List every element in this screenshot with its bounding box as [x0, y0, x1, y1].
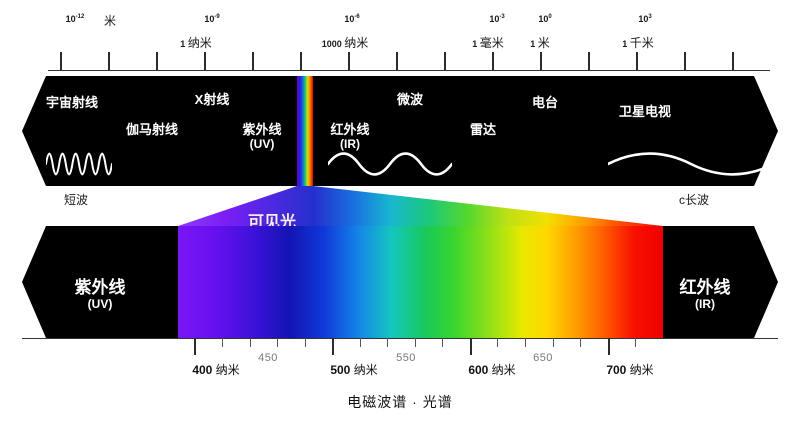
unit-number: 1: [622, 39, 630, 49]
nm-minor-tick: [525, 338, 526, 347]
scale-tick: [252, 52, 254, 70]
long-wave-glyph: [608, 152, 774, 176]
exponent-base: 10: [344, 14, 355, 24]
nm-unit: 纳米: [353, 363, 378, 377]
nm-minor-tick: [580, 338, 581, 347]
nm-minor-label-550: 550: [396, 352, 416, 364]
unit-name: 毫米: [479, 36, 504, 50]
exponent-power: -3: [499, 14, 505, 20]
band-note-c长波: c长波: [678, 193, 710, 207]
nm-minor-tick: [250, 338, 251, 347]
em-spectrum-band-upper: [22, 76, 778, 186]
scale-unit-label: 1 米: [530, 34, 550, 51]
nm-value: 700: [606, 363, 630, 377]
scale-axis-line: [48, 70, 770, 71]
scale-tick: [636, 52, 638, 70]
exponent-base: 10: [65, 14, 76, 24]
scale-exponent-label: 10-12: [66, 14, 85, 24]
nm-minor-tick: [387, 338, 388, 347]
nm-minor-tick: [360, 338, 361, 347]
exponent-power: -12: [75, 14, 85, 20]
scale-tick: [396, 52, 398, 70]
exponent-base: 10: [489, 14, 500, 24]
nm-minor-tick: [553, 338, 554, 347]
nm-unit: 纳米: [629, 363, 654, 377]
unit-number: 1: [472, 39, 480, 49]
scale-tick: [588, 52, 590, 70]
exponent-base: 10: [638, 14, 649, 24]
nm-minor-tick: [277, 338, 278, 347]
scale-tick: [156, 52, 158, 70]
unit-name: 纳米: [187, 36, 212, 50]
exponent-power: -9: [214, 14, 220, 20]
scale-unit-label: 1 毫米: [472, 34, 504, 51]
visible-spectrum-gradient: [178, 226, 663, 338]
nm-value: 600: [468, 363, 492, 377]
nm-label-600: 600 纳米: [468, 361, 515, 378]
scale-exponent-label: 10-9: [204, 14, 219, 24]
scale-tick: [732, 52, 734, 70]
exponent-power: 3: [648, 14, 652, 20]
scale-exponent-label: 100: [538, 14, 551, 24]
scale-unit-label: 1 千米: [622, 34, 654, 51]
scale-exponent-label: 103: [638, 14, 651, 24]
short-wave-glyph: [46, 152, 112, 176]
scale-tick: [540, 52, 542, 70]
nm-value: 400: [192, 363, 216, 377]
scale-exponent-label: 10-6: [344, 14, 359, 24]
nm-label-700: 700 纳米: [606, 361, 653, 378]
diagram-caption: 电磁波谱 · 光谱: [347, 394, 453, 410]
unit-name: 千米: [629, 36, 654, 50]
nm-axis-line: [22, 338, 778, 339]
nm-minor-tick: [497, 338, 498, 347]
nm-unit: 纳米: [491, 363, 516, 377]
scale-tick: [444, 52, 446, 70]
nm-major-tick: [470, 338, 472, 355]
band-note-短波: 短波: [63, 193, 89, 207]
scale-tick: [492, 52, 494, 70]
nm-minor-tick: [415, 338, 416, 347]
nm-minor-tick: [305, 338, 306, 347]
nm-value: 500: [330, 363, 354, 377]
scale-tick: [204, 52, 206, 70]
nm-unit: 纳米: [215, 363, 240, 377]
nm-major-tick: [332, 338, 334, 355]
nm-label-500: 500 纳米: [330, 361, 377, 378]
scale-exponent-label: 10-3: [489, 14, 504, 24]
nm-label-400: 400 纳米: [192, 361, 239, 378]
exponent-base: 10: [538, 14, 549, 24]
unit-number: 1000: [321, 39, 345, 49]
scale-unit-label: 1 纳米: [180, 34, 212, 51]
scale-unit-label: 1000 纳米: [322, 34, 369, 51]
unit-name: 米: [103, 14, 117, 28]
nm-minor-tick: [222, 338, 223, 347]
mid-wave-glyph: [328, 152, 452, 176]
exponent-power: 0: [548, 14, 552, 20]
nm-major-tick: [608, 338, 610, 355]
nm-minor-label-650: 650: [533, 352, 553, 364]
exponent-power: -6: [354, 14, 360, 20]
scale-tick: [60, 52, 62, 70]
scale-tick: [348, 52, 350, 70]
unit-name: 米: [537, 36, 550, 50]
scale-tick: [300, 52, 302, 70]
nm-minor-tick: [442, 338, 443, 347]
exponent-base: 10: [204, 14, 215, 24]
scale-tick: [684, 52, 686, 70]
unit-number: 1: [530, 39, 538, 49]
scale-tick: [108, 52, 110, 70]
scale-unit-label: 米: [104, 12, 116, 29]
nm-minor-label-450: 450: [258, 352, 278, 364]
nm-minor-tick: [635, 338, 636, 347]
unit-number: 1: [180, 39, 188, 49]
nm-major-tick: [194, 338, 196, 355]
unit-name: 纳米: [344, 36, 369, 50]
